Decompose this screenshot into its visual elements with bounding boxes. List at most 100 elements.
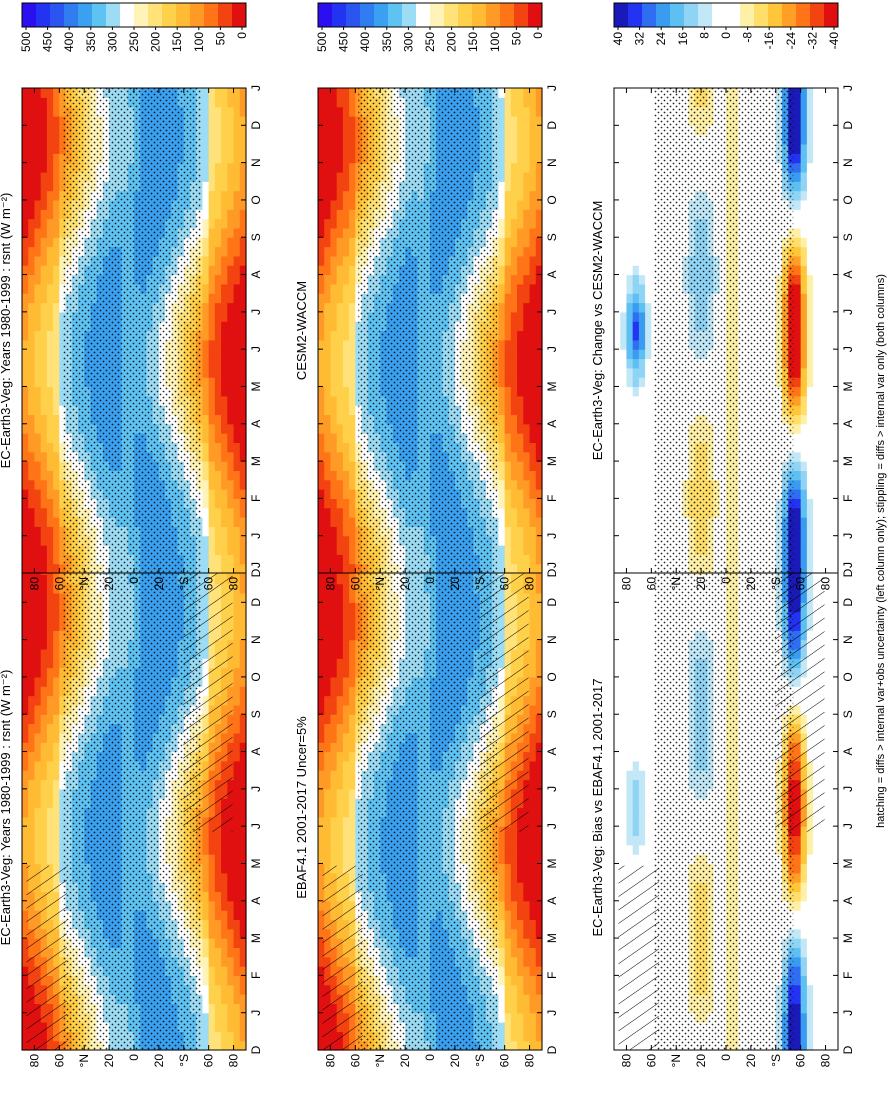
heatmap-cell — [233, 395, 241, 406]
heatmap-cell — [342, 760, 350, 771]
heatmap-cell — [34, 461, 42, 472]
heatmap-cell — [336, 751, 344, 762]
heatmap-cell — [330, 816, 338, 827]
heatmap-cell — [318, 798, 325, 809]
heatmap-cell — [336, 602, 344, 613]
heatmap-cell — [28, 255, 36, 266]
heatmap-cell — [214, 209, 222, 220]
heatmap-cell — [40, 602, 48, 613]
heatmap-cell — [330, 686, 338, 697]
heatmap-cell — [342, 686, 350, 697]
heatmap-cell — [233, 237, 241, 248]
x-tick-label: D — [249, 121, 263, 130]
heatmap-cell — [239, 592, 247, 603]
heatmap-cell — [227, 115, 235, 126]
heatmap-cell — [40, 507, 48, 518]
heatmap-cell — [40, 218, 48, 229]
heatmap-cell — [34, 630, 42, 641]
heatmap-cell — [324, 816, 332, 827]
heatmap-cell — [214, 854, 222, 865]
heatmap-cell — [53, 732, 60, 743]
heatmap-cell — [221, 872, 228, 883]
heatmap-cell — [239, 611, 247, 622]
heatmap-cell — [214, 143, 222, 154]
y-tick-label: 20 — [152, 1054, 166, 1068]
heatmap-cell — [239, 583, 247, 594]
heatmap-cell — [202, 218, 210, 229]
heatmap-cell — [233, 966, 241, 976]
heatmap-cell — [202, 367, 210, 378]
heatmap-cell — [53, 423, 60, 434]
stippling-overlay — [62, 88, 202, 573]
heatmap-cell — [202, 246, 210, 257]
heatmap-cell — [46, 367, 54, 378]
heatmap-cell — [22, 583, 29, 594]
heatmap-cell — [53, 386, 60, 397]
heatmap-cell — [28, 554, 36, 565]
heatmap-cell — [318, 1012, 325, 1023]
heatmap-cell — [208, 302, 216, 313]
heatmap-cell — [34, 742, 42, 753]
heatmap-cell — [318, 1003, 325, 1014]
heatmap-cell — [227, 88, 235, 98]
heatmap-cell — [233, 461, 241, 472]
heatmap-cell — [227, 535, 235, 546]
heatmap-cell — [227, 349, 235, 360]
heatmap-cell — [227, 479, 235, 490]
heatmap-cell — [53, 293, 60, 304]
heatmap-cell — [202, 293, 210, 304]
heatmap-cell — [342, 667, 350, 678]
heatmap-cell — [202, 1040, 210, 1051]
heatmap-cell — [34, 639, 42, 650]
heatmap-cell — [214, 302, 222, 313]
colorbar-tick-label: 450 — [41, 32, 55, 52]
heatmap-cell — [40, 770, 48, 781]
heatmap-cell — [40, 283, 48, 294]
heatmap-cell — [214, 994, 222, 1004]
heatmap-cell — [214, 115, 222, 126]
heatmap-cell — [214, 125, 222, 136]
heatmap-cell — [318, 751, 325, 762]
panel-title: EC-Earth3-Veg: Years 1980-1999 : rsnt (W… — [0, 193, 13, 469]
heatmap-cell — [53, 816, 60, 827]
heatmap-cell — [214, 311, 222, 322]
heatmap-cell — [342, 583, 350, 594]
heatmap-cell — [324, 844, 332, 855]
colorbar-tick-label: 0 — [235, 32, 249, 39]
heatmap-cell — [227, 227, 235, 238]
heatmap-cell — [233, 919, 241, 930]
heatmap-cell — [227, 1022, 235, 1032]
heatmap-cell — [28, 125, 36, 136]
heatmap-cell — [40, 695, 48, 706]
heatmap-cell — [22, 97, 29, 108]
heatmap-cell — [330, 592, 338, 603]
heatmap-cell — [22, 704, 29, 715]
x-tick-label: S — [249, 710, 263, 718]
heatmap-cell — [318, 583, 325, 594]
heatmap-cell — [53, 686, 60, 697]
heatmap-cell — [202, 377, 210, 388]
heatmap-cell — [40, 97, 48, 108]
heatmap-cell — [53, 199, 60, 210]
heatmap-cell — [40, 517, 48, 527]
heatmap-cell — [342, 854, 350, 865]
y-tick-label: °N — [77, 577, 91, 590]
heatmap-cell — [324, 714, 332, 725]
heatmap-cell — [208, 274, 216, 285]
heatmap-cell — [28, 835, 36, 846]
colorbar-swatch — [204, 3, 219, 27]
heatmap-cell — [239, 826, 247, 837]
heatmap-cell — [202, 1022, 210, 1032]
heatmap-cell — [46, 574, 54, 585]
heatmap-cell — [46, 844, 54, 855]
heatmap-cell — [208, 125, 216, 136]
heatmap-cell — [53, 302, 60, 313]
heatmap-cell — [40, 470, 48, 481]
heatmap-cell — [46, 330, 54, 341]
heatmap-cell — [53, 507, 60, 518]
heatmap-cell — [46, 181, 54, 192]
heatmap-cell — [233, 723, 241, 734]
heatmap-cell — [40, 583, 48, 594]
colorbar-tick-label: 300 — [105, 32, 119, 52]
heatmap-cell — [221, 882, 228, 893]
